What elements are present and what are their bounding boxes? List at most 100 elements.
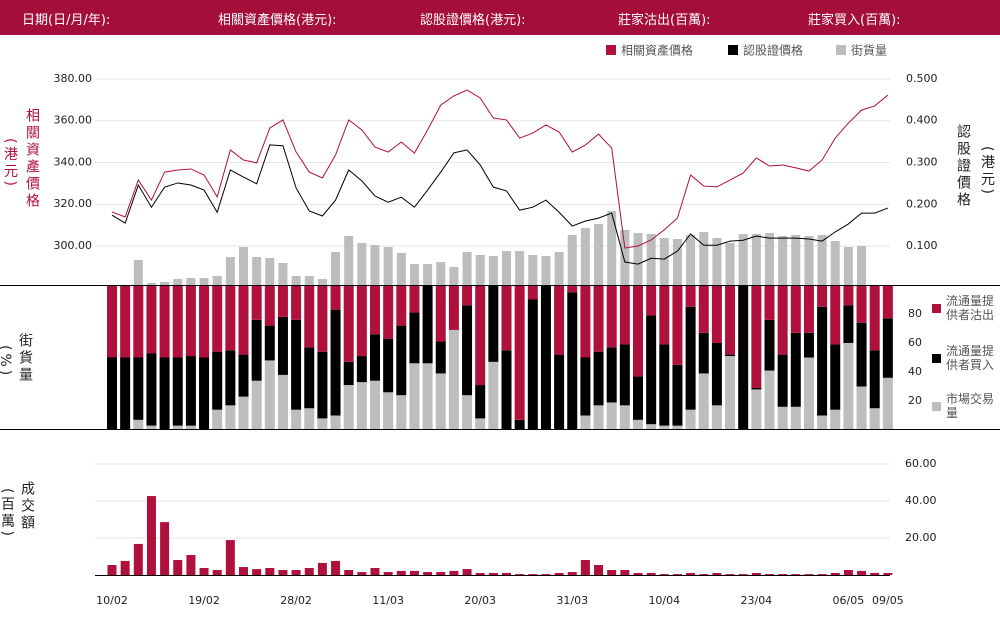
y-tick-label: 340.00 bbox=[54, 155, 93, 168]
bar-segment bbox=[396, 325, 407, 396]
bar-segment bbox=[238, 354, 249, 397]
y-tick-label: 380.00 bbox=[54, 72, 93, 85]
bar bbox=[252, 257, 262, 285]
bar-segment bbox=[830, 285, 841, 345]
bar bbox=[449, 267, 459, 285]
bar-segment bbox=[817, 306, 828, 416]
bar-segment bbox=[462, 305, 473, 396]
y-tick-label: 0.300 bbox=[906, 155, 938, 168]
legend-swatch bbox=[606, 45, 616, 55]
bar bbox=[265, 258, 275, 285]
y-tick-label: 300.00 bbox=[54, 239, 93, 252]
bar-segment bbox=[277, 374, 288, 430]
header-field: 莊家沽出(百萬): bbox=[618, 13, 711, 28]
bar-segment bbox=[264, 360, 275, 430]
x-tick-label: 31/03 bbox=[556, 594, 588, 607]
bar-segment bbox=[725, 354, 736, 357]
bar bbox=[699, 232, 709, 285]
bar-segment bbox=[554, 285, 565, 355]
bar-segment bbox=[593, 405, 604, 430]
bar bbox=[620, 230, 630, 285]
line bbox=[111, 89, 889, 249]
bar-segment bbox=[330, 285, 341, 310]
bar-segment bbox=[185, 425, 196, 430]
bar bbox=[738, 574, 748, 575]
bar-segment bbox=[435, 285, 446, 342]
y-axis-title: 相關資產價格 bbox=[24, 108, 40, 210]
legend-swatch bbox=[728, 45, 738, 55]
bar-segment bbox=[580, 285, 591, 358]
bar bbox=[554, 252, 564, 285]
bar-segment bbox=[225, 285, 236, 351]
legend-label-box: 市場交易量 bbox=[946, 392, 994, 420]
bar-segment bbox=[501, 350, 512, 430]
y-axis-title: 街貨量 bbox=[17, 333, 33, 384]
bar bbox=[646, 234, 656, 285]
bar bbox=[528, 574, 538, 575]
legend-swatch bbox=[932, 354, 941, 363]
bar bbox=[423, 572, 433, 575]
bar-segment bbox=[659, 425, 670, 430]
bar bbox=[239, 567, 248, 575]
bar-segment bbox=[251, 319, 262, 381]
bar bbox=[686, 235, 696, 285]
bar bbox=[133, 543, 143, 575]
bar-segment bbox=[199, 357, 210, 430]
bar bbox=[686, 572, 696, 575]
bar-segment bbox=[251, 380, 262, 430]
header-field: 日期(日/月/年): bbox=[22, 13, 111, 28]
bar bbox=[357, 243, 367, 285]
bar-segment bbox=[527, 299, 538, 430]
bar-segment bbox=[396, 395, 407, 430]
bar-segment bbox=[711, 343, 722, 406]
bar-segment bbox=[448, 285, 459, 330]
bar bbox=[475, 255, 485, 285]
bar-segment bbox=[343, 361, 354, 386]
bar-segment bbox=[291, 285, 302, 320]
bar bbox=[291, 276, 301, 285]
bar-segment bbox=[646, 285, 657, 316]
bar bbox=[765, 233, 774, 285]
y-axis-title: 成交額 bbox=[19, 481, 35, 532]
bar bbox=[331, 560, 341, 575]
bar bbox=[594, 565, 604, 575]
bar-segment bbox=[291, 409, 302, 430]
bar-segment bbox=[291, 319, 302, 410]
bar-segment bbox=[370, 285, 380, 335]
bar bbox=[725, 574, 735, 575]
bar-segment bbox=[751, 387, 762, 390]
bar bbox=[252, 569, 262, 575]
bar bbox=[212, 276, 222, 285]
y-tick-label: 0.100 bbox=[906, 239, 938, 252]
bar-segment bbox=[633, 285, 643, 377]
y-tick-label: 60.00 bbox=[905, 457, 937, 470]
bar bbox=[580, 228, 590, 285]
bar-segment bbox=[343, 285, 354, 362]
bar-segment bbox=[133, 419, 144, 430]
y2-axis-unit: (港元) bbox=[979, 146, 995, 197]
bar bbox=[817, 235, 827, 285]
bar bbox=[304, 567, 314, 575]
bar bbox=[225, 257, 235, 285]
bar-segment bbox=[619, 285, 630, 345]
bar-segment bbox=[212, 351, 223, 410]
legend-swatch bbox=[932, 402, 941, 411]
bar-segment bbox=[159, 357, 170, 430]
bar bbox=[317, 562, 327, 575]
bar-segment bbox=[751, 389, 762, 430]
bar-segment bbox=[593, 285, 604, 352]
bar bbox=[239, 247, 248, 285]
bar-segment bbox=[172, 425, 183, 430]
bar-segment bbox=[120, 357, 131, 430]
bar bbox=[502, 572, 511, 575]
bar bbox=[502, 251, 511, 285]
bar-segment bbox=[619, 344, 630, 406]
bar-segment bbox=[356, 285, 367, 357]
bar bbox=[791, 574, 801, 575]
bar-segment bbox=[856, 386, 867, 430]
bar-segment bbox=[685, 409, 696, 430]
bar-segment bbox=[606, 285, 617, 348]
bar-segment bbox=[435, 341, 446, 374]
